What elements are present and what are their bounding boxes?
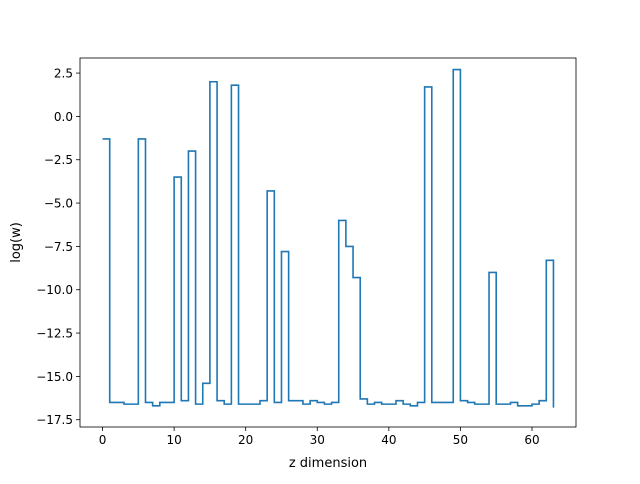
y-tick-label: −12.5 <box>36 327 73 341</box>
y-axis-ticks: 2.5 0.0 −2.5 −5.0 −7.5 −10.0 −12.5 −15.0 −17.5 <box>36 67 80 427</box>
x-tick-label: 30 <box>310 433 325 447</box>
series-step-line <box>102 68 555 408</box>
plot-background <box>80 58 576 427</box>
x-tick-label: 20 <box>238 433 253 447</box>
x-tick-label: 60 <box>524 433 539 447</box>
x-tick-label: 10 <box>166 433 181 447</box>
x-tick-label: 40 <box>381 433 396 447</box>
x-tick-label: 0 <box>99 433 107 447</box>
y-tick-label: −17.5 <box>36 413 73 427</box>
x-tick-label: 50 <box>453 433 468 447</box>
y-tick-label: −5.0 <box>44 197 73 211</box>
plot-frame <box>79 57 577 428</box>
y-tick-label: 0.0 <box>54 110 73 124</box>
y-axis-label: log(w) <box>9 222 24 263</box>
y-tick-label: 2.5 <box>54 67 73 81</box>
y-tick-label: −2.5 <box>44 153 73 167</box>
x-axis-ticks: 0 10 20 30 40 50 60 <box>99 427 540 447</box>
x-axis-label: z dimension <box>289 456 367 471</box>
y-tick-label: −15.0 <box>36 370 73 384</box>
y-tick-label: −10.0 <box>36 283 73 297</box>
y-tick-label: −7.5 <box>44 240 73 254</box>
